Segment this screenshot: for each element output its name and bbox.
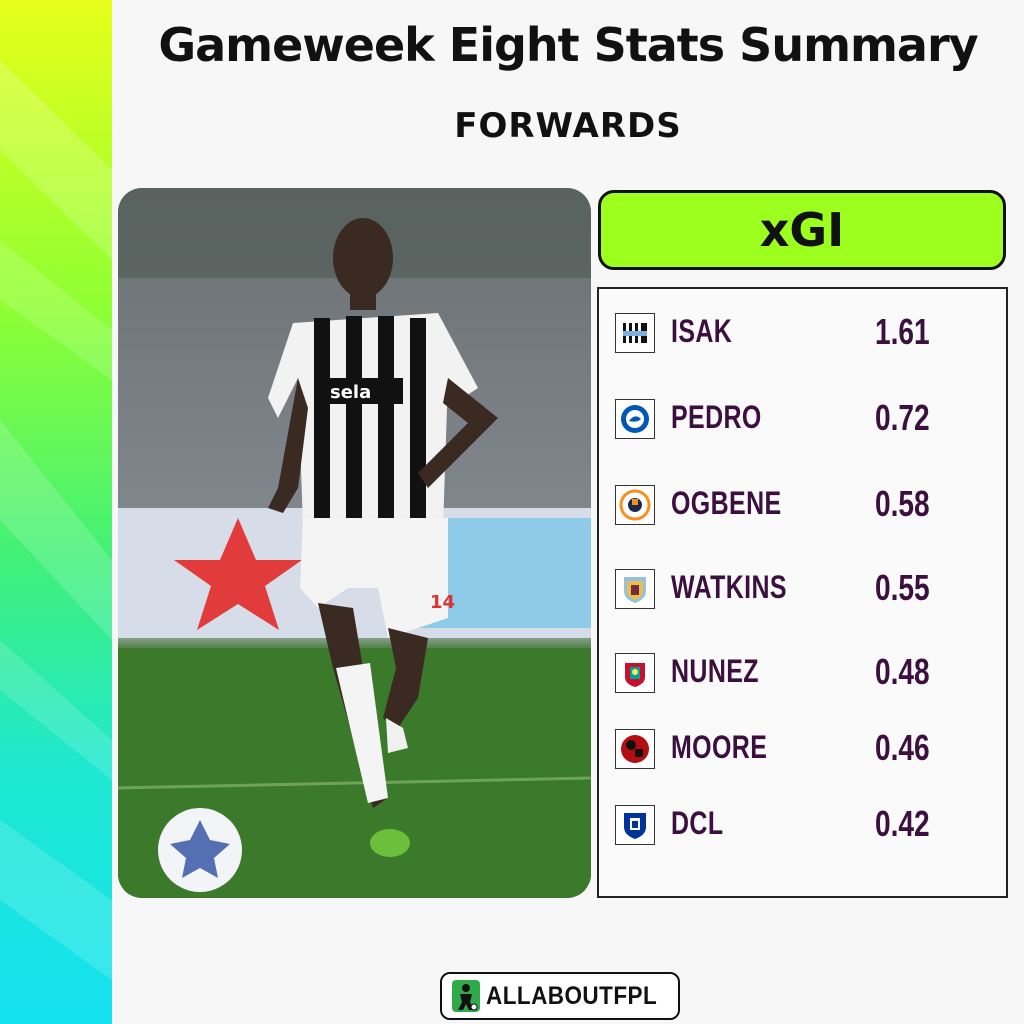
table-row: MOORE 0.46 — [613, 727, 993, 775]
stats-table: ISAK 1.61 PEDRO 0.72 OGBENE 0.58 WATKINS… — [597, 287, 1008, 898]
player-name: DCL — [671, 805, 724, 841]
player-xgi-value: 0.42 — [875, 803, 930, 844]
table-row: WATKINS 0.55 — [613, 567, 993, 615]
player-name: PEDRO — [671, 399, 762, 435]
page-subtitle: FORWARDS — [454, 106, 682, 146]
metric-header: xGI — [598, 190, 1006, 270]
table-row: ISAK 1.61 — [613, 311, 993, 359]
decorative-stripe — [0, 0, 112, 1024]
player-name: OGBENE — [671, 485, 782, 521]
player-xgi-value: 1.61 — [875, 311, 930, 352]
bournemouth-badge-icon — [615, 729, 655, 769]
table-row: OGBENE 0.58 — [613, 483, 993, 531]
table-row: PEDRO 0.72 — [613, 397, 993, 445]
table-row: DCL 0.42 — [613, 803, 993, 851]
brand-logo: ALLABOUTFPL — [440, 972, 680, 1020]
player-name: ISAK — [671, 313, 733, 349]
aston-villa-badge-icon — [615, 569, 655, 609]
page-title: Gameweek Eight Stats Summary — [158, 18, 978, 72]
newcastle-badge-icon — [615, 313, 655, 353]
player-name: MOORE — [671, 729, 768, 765]
brighton-badge-icon — [615, 399, 655, 439]
shirt-sponsor-text: sela — [330, 382, 371, 403]
player-xgi-value: 0.55 — [875, 567, 930, 608]
everton-badge-icon — [615, 805, 655, 845]
shirt-number-text: 14 — [430, 592, 455, 613]
liverpool-badge-icon — [615, 653, 655, 693]
player-xgi-value: 0.58 — [875, 483, 930, 524]
player-xgi-value: 0.46 — [875, 727, 930, 768]
luton-badge-icon — [615, 485, 655, 525]
player-photo: sela 14 — [118, 188, 591, 898]
player-name: WATKINS — [671, 569, 787, 605]
player-xgi-value: 0.48 — [875, 651, 930, 692]
metric-label: xGI — [759, 203, 845, 257]
brand-name: ALLABOUTFPL — [486, 981, 658, 1010]
football-player-icon — [452, 980, 480, 1012]
player-xgi-value: 0.72 — [875, 397, 930, 438]
table-row: NUNEZ 0.48 — [613, 651, 993, 699]
player-name: NUNEZ — [671, 653, 759, 689]
